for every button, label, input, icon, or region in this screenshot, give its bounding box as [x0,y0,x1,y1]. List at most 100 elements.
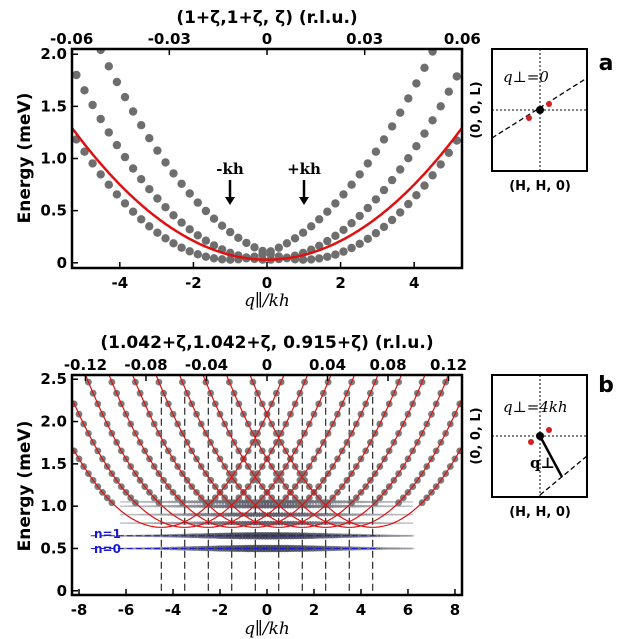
level-point [156,513,160,516]
dispersion-point [323,207,332,216]
level-point [339,500,343,504]
dispersion-point [209,214,219,223]
level-point [394,547,401,550]
level-point [131,513,135,516]
level-point [394,534,401,537]
level-point [159,513,163,516]
level-point [407,505,411,508]
level-point [139,500,143,503]
arrow-plus-kh-label: +kh [287,160,321,178]
dispersion-point [307,255,316,264]
x-tick-label: -6 [118,601,135,619]
level-label-n1: n=1 [94,527,121,541]
level-point [119,505,123,508]
y-tick-label: 1.0 [40,497,67,515]
level-point [286,520,290,526]
level-point [311,504,315,509]
level-point [404,505,408,508]
level-point [373,522,377,525]
level-point [406,547,412,550]
dispersion-point [363,234,372,243]
level-point [153,522,157,525]
level-point [367,513,371,516]
level-point [387,500,391,503]
level-point [380,547,387,550]
dispersion-point [387,122,397,131]
y-tick-label: 0 [57,582,67,600]
x-tick-label: 2 [309,601,319,619]
top-tick-label: -0.03 [148,30,191,48]
dispersion-point [128,107,138,116]
y-tick-label: 1.5 [40,455,67,473]
level-point [389,547,395,550]
level-point [166,546,173,551]
dispersion-point [347,243,356,253]
level-point [193,504,197,508]
level-point [166,534,173,538]
level-point [212,512,216,517]
dispersion-point [137,175,146,184]
dispersion-point [444,148,453,157]
level-point [173,521,177,525]
level-point [241,499,245,505]
level-point [356,504,360,508]
level-point [195,500,200,504]
level-point [263,520,267,526]
panel-b-fit-curves [72,375,462,528]
level-point [170,500,174,504]
dispersion-point [420,63,429,72]
level-point [246,512,250,517]
level-point [300,512,304,517]
panel-b-dots [72,378,462,507]
x-tick-label: 4 [356,601,366,619]
level-point [128,522,132,524]
level-point [398,513,402,516]
level-point [401,505,405,508]
level-point [198,504,202,508]
level-point [260,512,264,517]
dispersion-point [145,134,154,143]
dispersion-point [112,190,122,199]
level-point [308,504,312,509]
arrow-plus-kh-head [299,197,309,205]
level-point [401,501,405,503]
x-tick-label: -2 [212,601,229,619]
level-point [367,500,371,504]
top-tick-label: -0.04 [185,356,228,374]
level-point [153,505,157,508]
dispersion-point [169,239,178,248]
panel-a: -4 -2 0 2 400.51.01.52.0-0.06 -0.03 0 0.03 0.06 … [15,8,481,311]
dispersion-point [104,128,114,137]
level-point [229,512,233,517]
level-point [342,513,346,517]
level-point [376,522,380,525]
level-point [356,500,360,504]
x-tick-label: -4 [165,601,182,619]
level-point [263,499,267,505]
level-point [235,512,239,517]
dispersion-point [217,255,227,264]
dispersion-point [331,231,340,240]
level-point [266,499,270,505]
level-point [384,522,388,525]
inset-a-origin [536,106,544,114]
level-point [147,500,152,503]
inset-b-origin [536,432,544,440]
level-point [331,512,335,517]
dispersion-point [355,211,364,221]
level-point [355,533,362,538]
dispersion-point [226,255,235,264]
level-point [286,503,290,509]
dispersion-point [120,152,130,162]
inset-b-vector [538,435,564,478]
level-point [400,534,407,537]
dispersion-point [436,102,445,111]
level-point [142,500,146,503]
dispersion-point [217,221,227,230]
level-point [386,547,393,550]
level-point [125,522,129,524]
dispersion-point [420,181,429,190]
level-point [308,512,312,517]
x-tick-label: 2 [335,274,345,292]
